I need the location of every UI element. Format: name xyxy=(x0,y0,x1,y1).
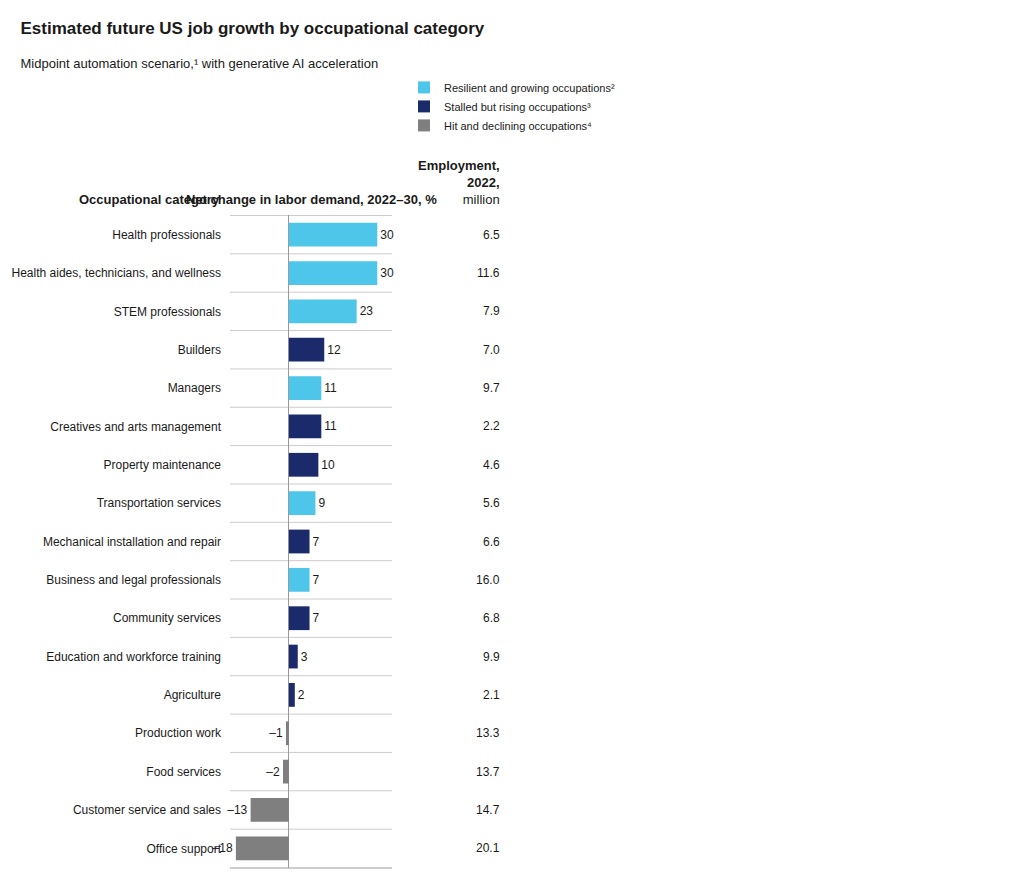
svg-text:Builders: Builders xyxy=(178,343,221,357)
svg-text:Education and workforce traini: Education and workforce training xyxy=(46,650,221,664)
svg-text:Estimated future US job growth: Estimated future US job growth by occupa… xyxy=(20,19,484,38)
svg-text:Occupational category: Occupational category xyxy=(79,192,220,207)
svg-text:7: 7 xyxy=(313,611,320,625)
svg-text:2.1: 2.1 xyxy=(483,688,500,702)
svg-text:20.1: 20.1 xyxy=(476,841,500,855)
svg-text:Creatives and arts management: Creatives and arts management xyxy=(50,420,221,434)
svg-text:–13: –13 xyxy=(227,803,247,817)
svg-text:10: 10 xyxy=(321,458,335,472)
svg-text:Property maintenance: Property maintenance xyxy=(104,458,222,472)
svg-text:9.9: 9.9 xyxy=(483,650,500,664)
svg-text:Health aides, technicians, and: Health aides, technicians, and wellness xyxy=(12,266,221,280)
svg-text:2: 2 xyxy=(298,688,305,702)
svg-text:11: 11 xyxy=(324,381,337,395)
svg-text:9.7: 9.7 xyxy=(483,381,500,395)
svg-text:Midpoint automation scenario,¹: Midpoint automation scenario,¹ with gene… xyxy=(20,56,378,71)
svg-text:–2: –2 xyxy=(266,765,280,779)
svg-text:–1: –1 xyxy=(269,726,283,740)
svg-text:6.6: 6.6 xyxy=(483,535,500,549)
svg-text:7.9: 7.9 xyxy=(483,304,500,318)
svg-text:Customer service and sales: Customer service and sales xyxy=(73,803,221,817)
svg-text:Community services: Community services xyxy=(113,611,221,625)
svg-text:2.2: 2.2 xyxy=(483,419,500,433)
svg-text:9: 9 xyxy=(318,496,325,510)
svg-text:11.6: 11.6 xyxy=(477,266,500,280)
svg-text:7.0: 7.0 xyxy=(483,343,500,357)
svg-text:Business and legal professiona: Business and legal professionals xyxy=(46,573,221,587)
svg-text:Stalled but rising occupations: Stalled but rising occupations³ xyxy=(444,101,591,113)
svg-text:Office support: Office support xyxy=(147,842,222,856)
svg-text:12: 12 xyxy=(327,343,341,357)
svg-text:Employment,2022,million: Employment,2022,million xyxy=(418,158,500,207)
svg-text:STEM professionals: STEM professionals xyxy=(114,305,221,319)
svg-text:3: 3 xyxy=(301,650,308,664)
svg-text:30: 30 xyxy=(380,228,394,242)
svg-text:Food services: Food services xyxy=(146,765,221,779)
svg-text:Resilient and growing occupati: Resilient and growing occupations² xyxy=(444,82,615,94)
svg-text:Health professionals: Health professionals xyxy=(112,228,221,242)
svg-text:7: 7 xyxy=(313,573,320,587)
svg-text:6.8: 6.8 xyxy=(483,611,500,625)
svg-text:5.6: 5.6 xyxy=(483,496,500,510)
svg-text:16.0: 16.0 xyxy=(476,573,500,587)
svg-text:Agriculture: Agriculture xyxy=(164,688,222,702)
svg-text:23: 23 xyxy=(360,304,374,318)
svg-text:7: 7 xyxy=(313,535,320,549)
svg-text:Mechanical installation and re: Mechanical installation and repair xyxy=(43,535,221,549)
svg-text:6.5: 6.5 xyxy=(483,228,500,242)
svg-text:13.7: 13.7 xyxy=(476,765,500,779)
svg-text:4.6: 4.6 xyxy=(483,458,500,472)
svg-text:Production work: Production work xyxy=(135,726,222,740)
svg-text:Managers: Managers xyxy=(168,381,221,395)
svg-text:–18: –18 xyxy=(213,841,233,855)
svg-text:30: 30 xyxy=(380,266,394,280)
svg-text:Transportation services: Transportation services xyxy=(97,496,221,510)
svg-text:Net change in labor demand, 20: Net change in labor demand, 2022–30, % xyxy=(186,192,437,207)
svg-text:Hit and declining occupations⁴: Hit and declining occupations⁴ xyxy=(444,120,592,132)
svg-text:11: 11 xyxy=(324,419,337,433)
svg-text:13.3: 13.3 xyxy=(476,726,500,740)
svg-text:14.7: 14.7 xyxy=(476,803,500,817)
